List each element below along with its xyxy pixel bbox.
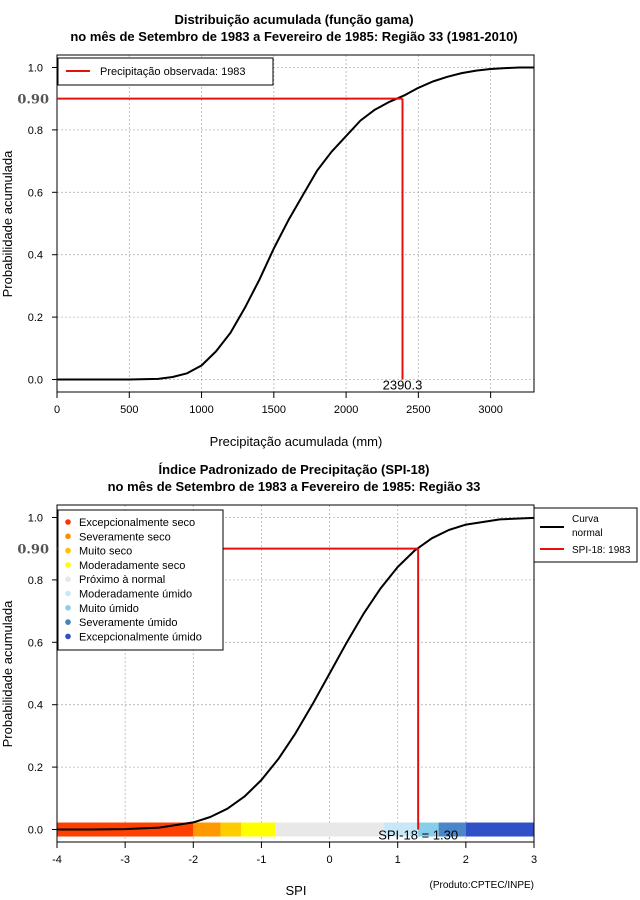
- chart1-x-axis-label: Precipitação acumulada (mm): [210, 434, 383, 449]
- category-legend-label-6: Muito úmido: [79, 603, 139, 615]
- category-legend-dot-3: [65, 562, 71, 568]
- chart2-title-line2: no mês de Setembro de 1983 a Fevereiro d…: [108, 479, 481, 494]
- category-legend-dot-2: [65, 547, 71, 554]
- chart1-marker-x-label: 2390.3: [383, 378, 423, 393]
- category-legend-dot-8: [65, 633, 71, 640]
- chart2-category-legend-box: [57, 509, 224, 651]
- chart1-ytick-label-1: 0.2: [28, 312, 43, 324]
- chart1-ytick-label-3: 0.6: [28, 187, 43, 199]
- chart2-xtick-label-5: 1: [395, 854, 401, 866]
- gamma-cdf-chart: Distribuição acumulada (função gama) no …: [0, 12, 535, 449]
- chart1-xtick-label-5: 2500: [406, 404, 430, 416]
- chart2-y-ticks: 0.0 0.2 0.4 0.6 0.8 1.0: [28, 512, 57, 837]
- chart1-legend-box: [57, 57, 274, 86]
- chart2-marker-layer: 0.90 SPI-18 = 1.30: [17, 543, 458, 843]
- chart1-y-ticks: 0.0 0.2 0.4 0.6 0.8 1.0: [28, 62, 57, 387]
- category-legend-dot-7: [65, 619, 71, 625]
- category-legend-dot-6: [65, 605, 71, 611]
- chart1-title-line2: no mês de Setembro de 1983 a Fevereiro d…: [70, 29, 517, 44]
- chart2-xtick-label-2: -2: [188, 854, 198, 866]
- category-legend-dot-1: [65, 533, 71, 540]
- chart2-marker-x-label: SPI-18 = 1.30: [378, 828, 458, 843]
- category-legend-dot-0: [65, 519, 71, 525]
- chart1-marker-layer: 0.90 2390.3: [17, 93, 422, 393]
- chart2-legend-label-spi: SPI-18: 1983: [572, 545, 631, 556]
- category-legend-label-5: Moderadamente úmido: [79, 589, 192, 601]
- chart1-xtick-label-0: 0: [54, 404, 60, 416]
- chart2-xtick-label-6: 2: [463, 854, 469, 866]
- chart1-title-line1: Distribuição acumulada (função gama): [174, 12, 413, 27]
- category-legend-dot-4: [65, 576, 71, 582]
- chart2-xtick-label-1: -3: [120, 854, 130, 866]
- spi-cdf-chart: Índice Padronizado de Precipitação (SPI-…: [0, 462, 638, 898]
- chart2-legend-label-curve-line1: Curva: [572, 514, 599, 525]
- chart1-ytick-label-5: 1.0: [28, 62, 43, 74]
- category-legend-label-1: Severamente seco: [79, 531, 171, 543]
- spi-band-segment-6: [418, 822, 439, 837]
- chart2-x-ticks: -4 -3 -2 -1 0 1 2 3: [52, 842, 537, 866]
- chart2-x-axis-label: SPI: [286, 883, 307, 898]
- category-legend-dot-5: [65, 590, 71, 597]
- category-legend-label-4: Próximo à normal: [79, 574, 165, 586]
- chart2-ytick-label-2: 0.4: [28, 700, 43, 712]
- chart1-curve-layer: [57, 66, 534, 381]
- chart2-series-legend-box: [533, 507, 638, 563]
- category-legend-label-0: Excepcionalmente seco: [79, 517, 195, 529]
- category-legend-label-3: Moderadamente seco: [79, 560, 185, 572]
- chart1-legend: Precipitação observada: 1983: [57, 57, 274, 86]
- spi-band-segment-2: [220, 822, 241, 837]
- chart2-title-line1: Índice Padronizado de Precipitação (SPI-…: [159, 462, 430, 477]
- chart2-curve-layer: [57, 516, 535, 831]
- chart1-ytick-label-4: 0.8: [28, 125, 43, 137]
- chart2-ytick-label-5: 1.0: [28, 512, 43, 524]
- chart2-y-axis-label: Probabilidade acumulada: [0, 600, 15, 747]
- chart2-category-legend-entries: Excepcionalmente seco Severamente seco Mui…: [65, 517, 202, 643]
- chart1-xtick-label-4: 2000: [334, 404, 358, 416]
- source-note: (Produto:CPTEC/INPE): [430, 880, 534, 891]
- spi-band-segment-1: [193, 822, 221, 837]
- chart2-xtick-label-7: 3: [531, 854, 537, 866]
- chart2-xtick-label-0: -4: [52, 854, 62, 866]
- spi-band-segment-3: [240, 822, 276, 837]
- category-legend-label-7: Severamente úmido: [79, 617, 177, 629]
- chart2-plot-frame: [56, 504, 535, 843]
- chart1-ytick-label-0: 0.0: [28, 375, 43, 387]
- chart2-ytick-label-4: 0.8: [28, 575, 43, 587]
- chart2-marker-y-label: 0.90: [17, 543, 49, 558]
- chart1-xtick-label-2: 1000: [189, 404, 213, 416]
- chart1-x-ticks: 0 500 1000 1500 2000 2500 3000: [54, 392, 503, 416]
- category-legend-label-2: Muito seco: [79, 546, 132, 558]
- category-legend-label-8: Excepcionalmente úmido: [79, 631, 202, 643]
- chart1-marker-y-label: 0.90: [17, 93, 49, 108]
- chart2-ytick-label-0: 0.0: [28, 825, 43, 837]
- chart1-plot-frame: [56, 54, 535, 393]
- chart2-cdf-curve-0: [57, 516, 535, 831]
- chart1-xtick-label-1: 500: [120, 404, 138, 416]
- chart1-ytick-label-2: 0.4: [28, 250, 43, 262]
- spi-band-segment-8: [465, 822, 534, 837]
- chart1-y-axis-label: Probabilidade acumulada: [0, 150, 15, 297]
- chart1-grid: [56, 55, 534, 392]
- chart2-xtick-label-3: -1: [257, 854, 267, 866]
- chart1-xtick-label-6: 3000: [478, 404, 502, 416]
- chart2-ytick-label-3: 0.6: [28, 637, 43, 649]
- spi-band-segment-7: [438, 822, 466, 837]
- chart1-cdf-curve-0: [57, 66, 534, 381]
- chart2-ytick-label-1: 0.2: [28, 762, 43, 774]
- chart2-xtick-label-4: 0: [327, 854, 333, 866]
- chart2-category-legend: Excepcionalmente seco Severamente seco Mui…: [57, 509, 224, 651]
- chart2-series-legend: Curva normal SPI-18: 1983: [533, 507, 638, 563]
- spi-band-segment-5: [384, 822, 419, 837]
- chart1-legend-label: Precipitação observada: 1983: [100, 66, 246, 78]
- chart1-xtick-label-3: 1500: [262, 404, 286, 416]
- chart2-legend-label-curve-line2: normal: [572, 528, 603, 539]
- spi-band-segment-4: [275, 822, 385, 837]
